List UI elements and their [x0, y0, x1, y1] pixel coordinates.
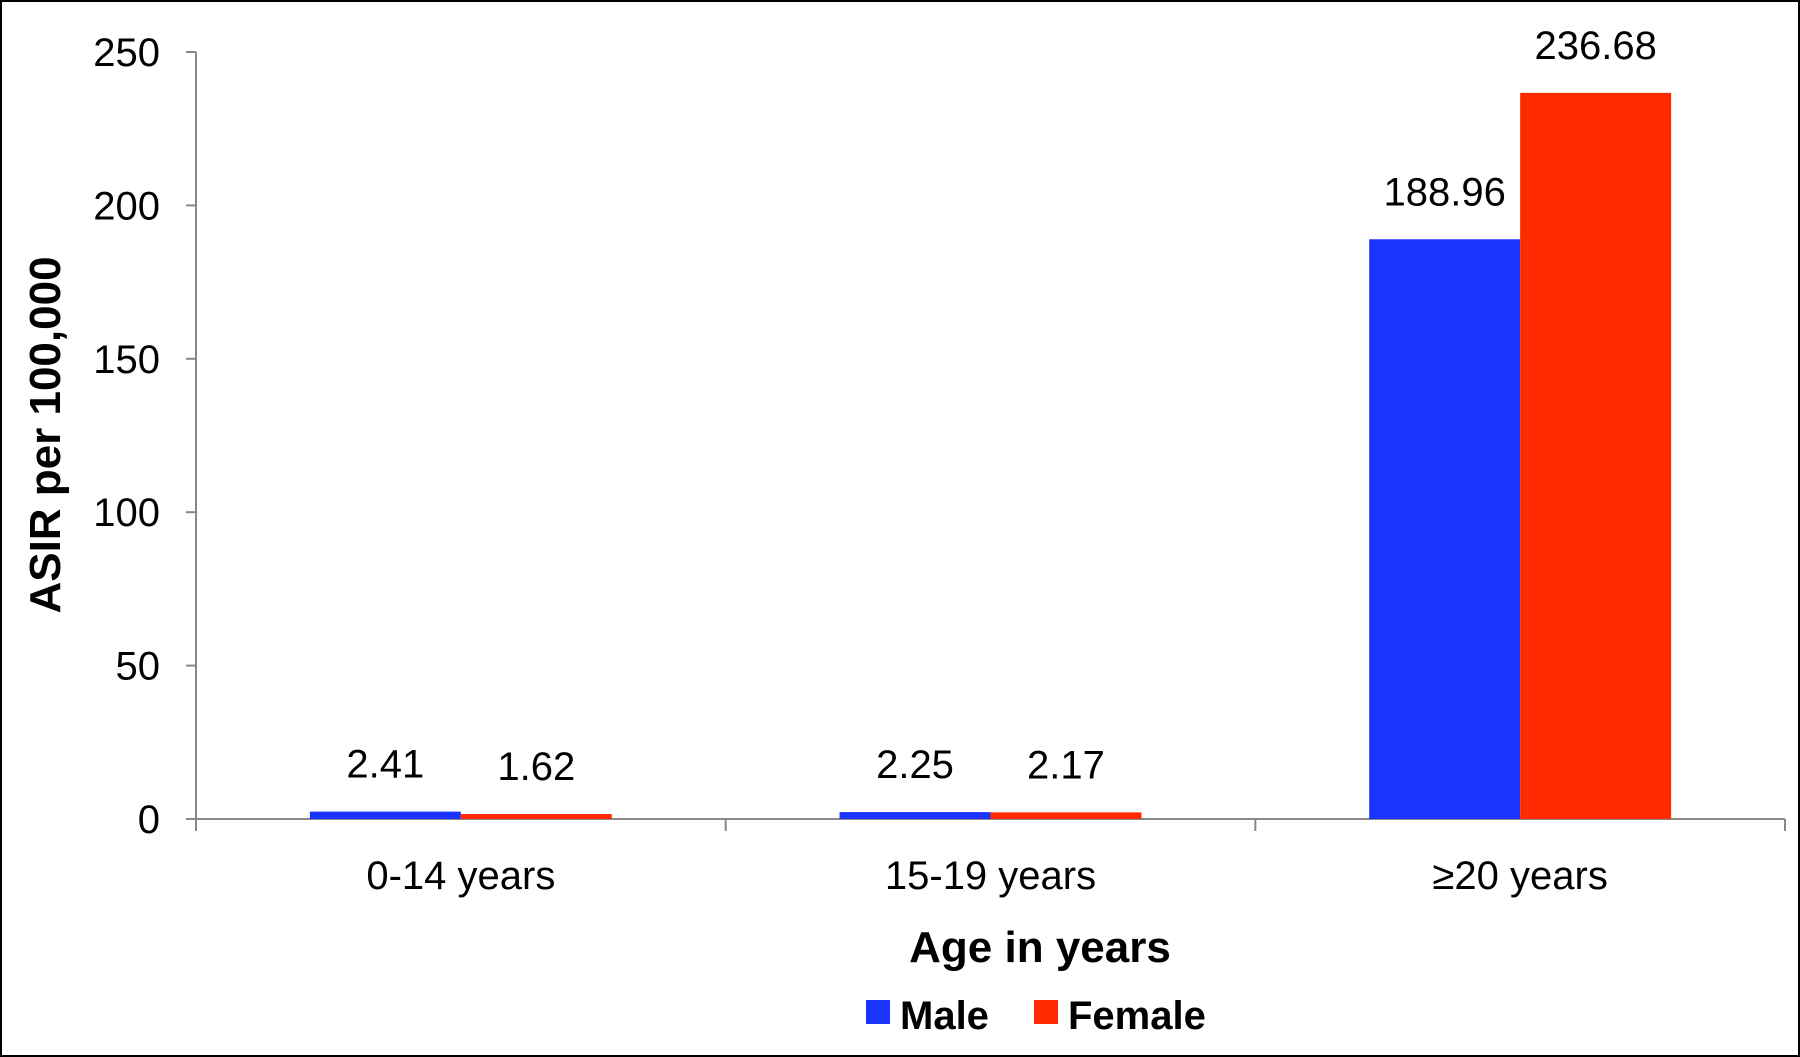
y-axis: 0 50 100 150 200 250: [93, 31, 197, 842]
legend-label-male: Male: [900, 994, 989, 1038]
data-label: 2.25: [876, 743, 954, 787]
x-tick-label: 0-14 years: [366, 854, 555, 898]
data-label: 188.96: [1384, 170, 1506, 214]
y-axis-title: ASIR per 100,000: [21, 256, 70, 613]
legend-swatch-male: [866, 1000, 890, 1024]
x-axis: 0-14 years 15-19 years ≥20 years: [186, 818, 1786, 898]
y-tick-label: 250: [93, 31, 160, 75]
bar-female-0: [460, 814, 612, 819]
legend-swatch-female: [1034, 1000, 1058, 1024]
data-label: 1.62: [497, 745, 575, 789]
data-labels: 2.41 2.25 188.96 1.62 2.17 236.68: [346, 24, 1656, 789]
bar-male-2: [1369, 239, 1521, 819]
y-tick-label: 200: [93, 184, 160, 228]
y-tick-label: 100: [93, 491, 160, 535]
y-tick-label: 50: [116, 645, 161, 689]
bar-female-1: [990, 812, 1142, 819]
legend: Male Female: [866, 994, 1206, 1038]
data-label: 236.68: [1534, 24, 1656, 68]
data-label: 2.41: [346, 743, 424, 787]
x-tick-label: 15-19 years: [885, 854, 1096, 898]
bar-female-2: [1520, 92, 1672, 819]
y-tick-label: 0: [138, 798, 160, 842]
bar-male-1: [839, 812, 991, 819]
bars: [309, 92, 1672, 819]
legend-label-female: Female: [1068, 994, 1206, 1038]
y-tick-label: 150: [93, 338, 160, 382]
x-axis-title: Age in years: [909, 923, 1171, 972]
x-tick-label: ≥20 years: [1432, 854, 1607, 898]
bar-male-0: [309, 811, 461, 819]
data-label: 2.17: [1027, 743, 1105, 787]
